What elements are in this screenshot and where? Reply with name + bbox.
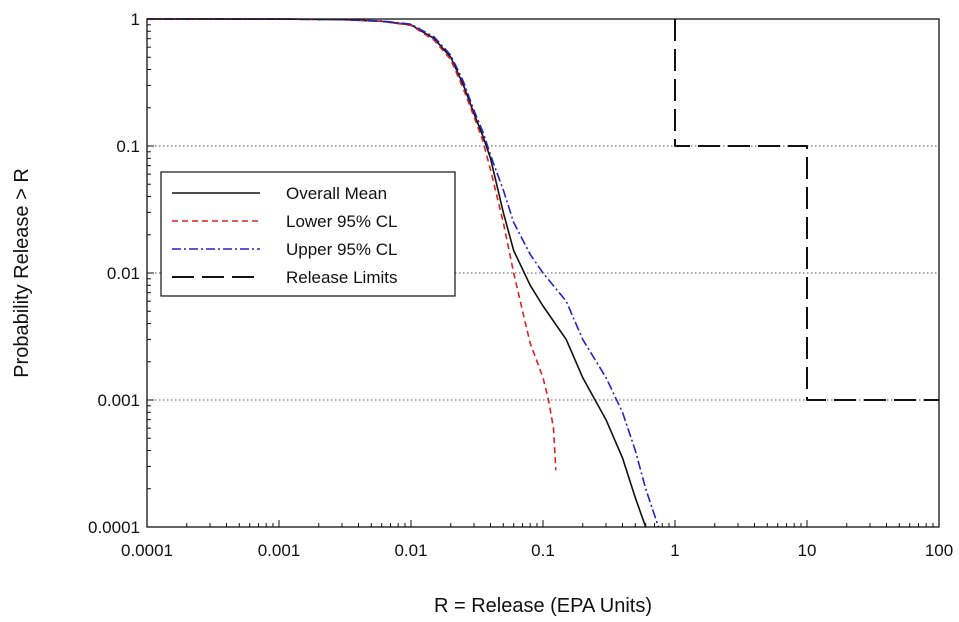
y-tick-label: 1	[131, 10, 140, 29]
legend-label-upper-95-cl: Upper 95% CL	[286, 240, 398, 259]
x-tick-label: 0.001	[258, 541, 301, 560]
series-line-release-limits	[674, 19, 939, 401]
x-tick-label: 0.01	[394, 541, 427, 560]
x-tick-label: 0.1	[531, 541, 555, 560]
y-tick-label: 0.1	[116, 137, 140, 156]
ticks	[146, 18, 940, 528]
y-tick-label: 0.001	[97, 391, 140, 410]
legend: Overall Mean Lower 95% CL Upper 95% CL Rele…	[160, 171, 456, 297]
x-axis-title: R = Release (EPA Units)	[434, 595, 652, 617]
series-layer	[146, 18, 939, 528]
y-axis-title: Probability Release > R	[11, 168, 33, 378]
legend-label-lower-95-cl: Lower 95% CL	[286, 212, 398, 231]
tick-labels: 0.0001 0.001 0.01 0.1 1 10 100 0.0001 0.001 0.01 0…	[88, 10, 953, 560]
x-tick-label: 1	[670, 541, 679, 560]
legend-label-release-limits: Release Limits	[286, 268, 398, 287]
y-tick-label: 0.01	[107, 264, 140, 283]
legend-label-overall-mean: Overall Mean	[286, 184, 387, 203]
x-tick-label: 10	[798, 541, 817, 560]
x-tick-label: 100	[925, 541, 953, 560]
y-tick-label: 0.0001	[88, 518, 140, 537]
x-tick-label: 0.0001	[121, 541, 173, 560]
